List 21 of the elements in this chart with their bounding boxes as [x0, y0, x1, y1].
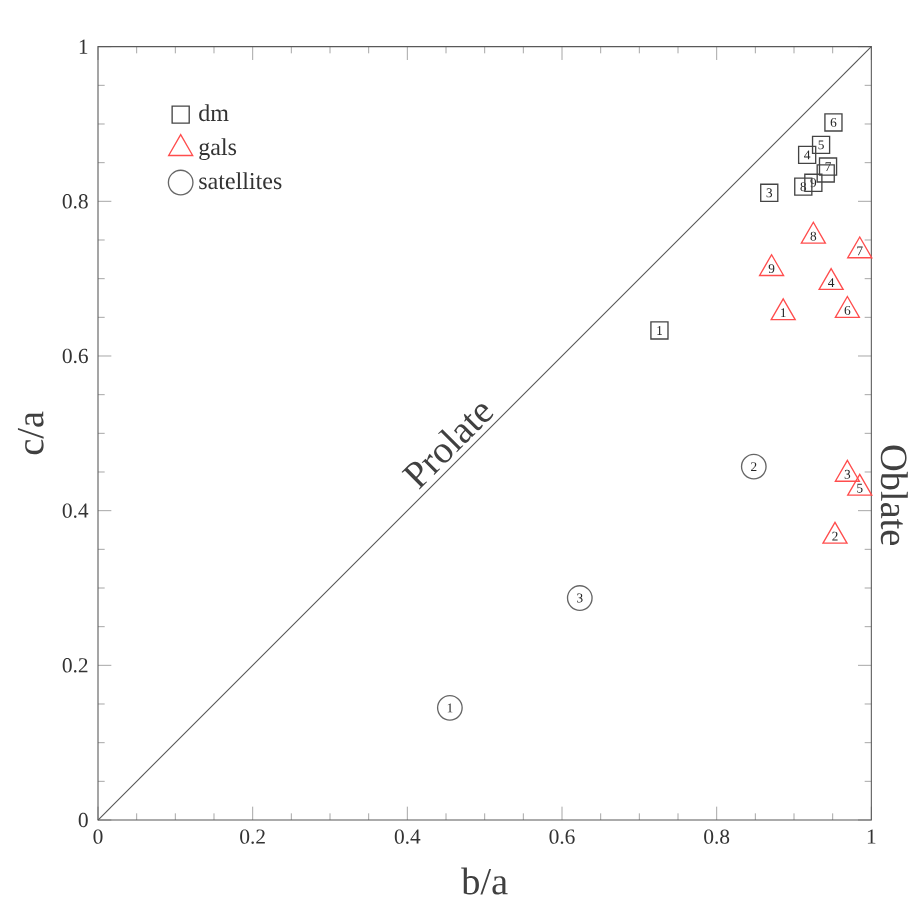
y-axis-title: c/a [17, 411, 44, 455]
legend-label: satellites [199, 172, 282, 190]
x-tick-label: 1 [867, 829, 876, 844]
y-tick-label: 0.6 [62, 348, 88, 364]
y-tick-label: 1 [79, 39, 88, 54]
legend-label: dm [199, 104, 229, 122]
text: Oblate [880, 445, 908, 546]
point [800, 221, 827, 244]
point [834, 459, 861, 482]
y-tick-label: 0 [78, 812, 88, 828]
point [770, 298, 796, 321]
x-tick-label: 0.2 [240, 829, 265, 844]
legend-label: gals [199, 138, 237, 161]
x-tick-label: 0 [93, 829, 103, 844]
y-tick-label: 0.2 [62, 658, 88, 673]
y-tick-label: 0.8 [62, 194, 88, 209]
x-tick-label: 0.8 [704, 829, 730, 844]
x-tick-label: 0.6 [549, 829, 575, 844]
x-axis-title: b/a [461, 867, 508, 895]
x-tick-label: 0.4 [394, 829, 421, 844]
y-tick-label: 0.4 [62, 503, 89, 518]
